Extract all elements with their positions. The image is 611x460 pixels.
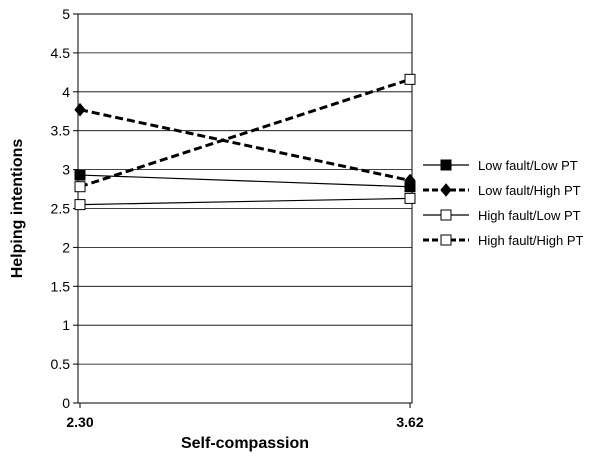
data-point-marker [74, 169, 86, 181]
series-line [79, 77, 411, 189]
x-tick-label: 2.30 [66, 414, 93, 430]
series-0 [74, 169, 416, 193]
legend-label: High fault/High PT [478, 233, 584, 248]
y-tick-label: 4.5 [51, 45, 71, 61]
legend-label: Low fault/High PT [478, 183, 581, 198]
y-tick-label: 2.5 [51, 201, 71, 217]
data-point-marker [440, 209, 452, 221]
legend-entry: Low fault/High PT [423, 183, 581, 198]
legend: Low fault/Low PT Low fault/High PT High fa… [423, 158, 584, 248]
y-tick-label: 0 [62, 395, 70, 411]
grid-lines [78, 52, 412, 365]
series-2 [74, 192, 416, 211]
data-point-marker [404, 192, 416, 204]
legend-entry: High fault/High PT [423, 233, 584, 248]
data-point-marker [440, 159, 452, 171]
series-1 [74, 102, 416, 188]
series-line [79, 108, 411, 182]
data-point-marker [440, 183, 452, 197]
x-axis-title: Self-compassion [181, 435, 309, 452]
data-point-marker [74, 199, 86, 211]
y-tick-label: 1 [62, 317, 70, 333]
y-tick-label: 3 [62, 162, 70, 178]
y-tick-label: 1.5 [51, 278, 71, 294]
series-lines [74, 73, 416, 211]
legend-label: Low fault/Low PT [478, 158, 578, 173]
series-line [79, 197, 411, 206]
y-tick-label: 5 [62, 6, 70, 22]
y-axis-ticks: 0 0.5 1 1.5 2 2.5 3 3.5 4 4.5 5 [51, 6, 78, 411]
legend-entry: High fault/Low PT [423, 208, 581, 223]
y-tick-label: 3.5 [51, 123, 71, 139]
y-tick-label: 2 [62, 239, 70, 255]
data-point-marker [74, 102, 86, 117]
legend-entry: Low fault/Low PT [423, 158, 578, 173]
series-line [79, 174, 411, 188]
data-point-marker [404, 73, 416, 85]
y-axis-title: Helping intentions [9, 139, 26, 279]
data-point-marker [404, 173, 416, 188]
y-tick-label: 4 [62, 84, 70, 100]
x-axis-ticks: 2.30 3.62 [66, 403, 424, 430]
y-tick-label: 0.5 [51, 356, 71, 372]
data-point-marker [440, 234, 452, 246]
legend-label: High fault/Low PT [478, 208, 581, 223]
series-3 [74, 73, 416, 193]
x-tick-label: 3.62 [396, 414, 423, 430]
data-point-marker [74, 181, 86, 193]
